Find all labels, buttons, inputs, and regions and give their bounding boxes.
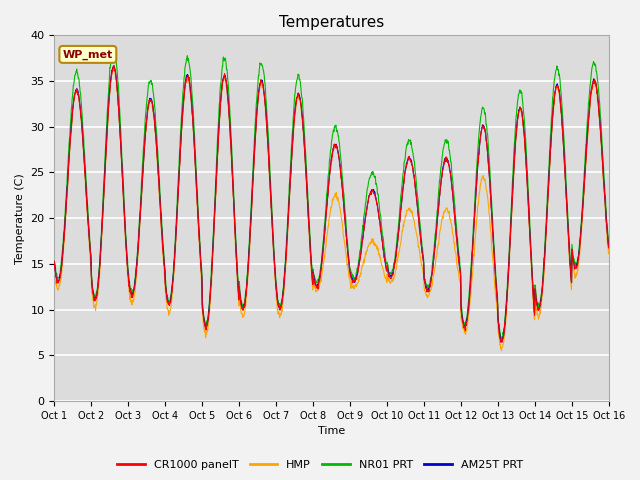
Text: WP_met: WP_met xyxy=(63,49,113,60)
Y-axis label: Temperature (C): Temperature (C) xyxy=(15,173,25,264)
Title: Temperatures: Temperatures xyxy=(279,15,384,30)
Legend: CR1000 panelT, HMP, NR01 PRT, AM25T PRT: CR1000 panelT, HMP, NR01 PRT, AM25T PRT xyxy=(113,456,527,474)
X-axis label: Time: Time xyxy=(318,426,345,436)
